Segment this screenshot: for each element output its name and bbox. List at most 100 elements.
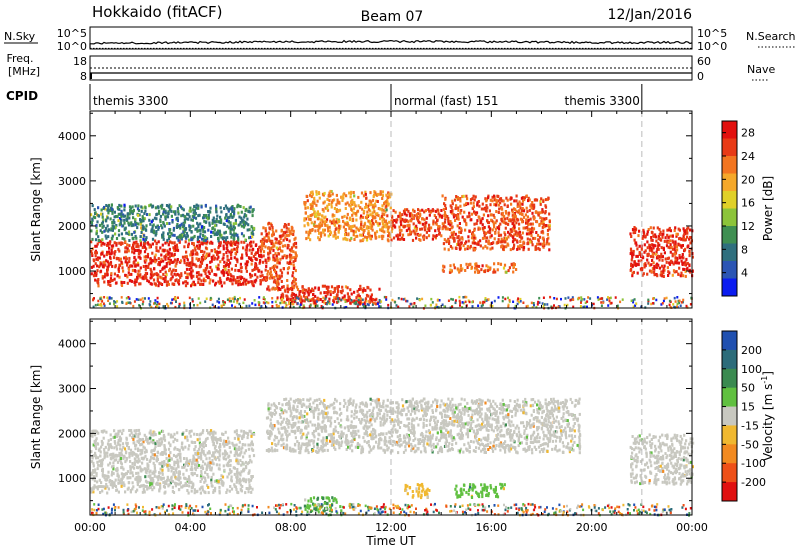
power-cell (519, 240, 522, 243)
power-cell (485, 239, 488, 243)
power-cell (139, 266, 142, 270)
velocity-cell (131, 453, 134, 457)
power-cell (467, 235, 470, 239)
power-cell (542, 223, 545, 227)
power-cell (630, 299, 633, 302)
power-cell (227, 209, 230, 213)
power-cell (380, 234, 383, 238)
power-cell (584, 301, 587, 304)
power-cell (277, 241, 280, 245)
power-cell (497, 296, 500, 299)
power-cell (281, 255, 284, 259)
power-cell (519, 300, 522, 303)
power-cell (225, 213, 228, 216)
power-cell (671, 261, 674, 265)
velocity-cell (218, 491, 221, 495)
power-cell (443, 247, 446, 251)
power-cell (158, 263, 161, 267)
power-cell (90, 213, 93, 217)
power-cell (318, 212, 321, 216)
power-cell (381, 197, 384, 200)
power-cell (95, 273, 98, 277)
power-cell (108, 296, 111, 299)
power-cell (144, 260, 147, 264)
velocity-cell (247, 447, 250, 451)
power-cell (409, 302, 412, 306)
power-cell (101, 238, 104, 242)
power-cell (211, 303, 214, 307)
power-cell (503, 231, 506, 235)
power-cell (431, 209, 434, 213)
power-cell (340, 298, 343, 302)
power-cell (489, 227, 492, 231)
power-cell (123, 203, 126, 207)
power-cell (473, 229, 476, 232)
power-cell (665, 244, 669, 248)
power-cell (162, 237, 165, 241)
power-cell (229, 261, 232, 265)
power-cell (489, 235, 492, 239)
power-cell (651, 249, 654, 253)
power-cell (515, 230, 518, 234)
velocity-cell (106, 451, 109, 455)
power-cell (487, 298, 490, 301)
velocity-cell (176, 454, 179, 458)
velocity-cell (163, 485, 166, 489)
power-cell (518, 212, 522, 216)
power-cell (128, 301, 131, 304)
velocity-cell (104, 451, 108, 455)
power-cell (510, 262, 513, 266)
velocity-cell (239, 483, 242, 487)
power-cell (234, 251, 237, 255)
velocity-cell (227, 464, 230, 468)
power-cell (459, 267, 462, 271)
power-cell (379, 228, 382, 232)
power-cell (494, 227, 497, 231)
power-cell (548, 224, 551, 228)
power-cell (136, 276, 139, 280)
power-cell (374, 215, 377, 219)
power-cell (365, 205, 369, 209)
power-cell (327, 234, 330, 238)
power-cell (127, 296, 130, 299)
power-cell (336, 285, 339, 289)
power-cell (543, 303, 546, 306)
power-cell (126, 263, 129, 267)
power-cell (421, 208, 424, 212)
power-cell (522, 248, 525, 252)
power-cell (225, 246, 228, 250)
velocity-cell (135, 471, 138, 475)
power-cell (291, 281, 294, 285)
power-cell (338, 224, 341, 228)
velocity-cell (150, 440, 153, 444)
power-cell (674, 226, 677, 230)
power-cell (261, 240, 264, 244)
power-cell (280, 249, 283, 253)
power-cell (141, 226, 144, 230)
power-cell (287, 227, 290, 231)
power-cell (301, 288, 304, 292)
power-cell (362, 215, 365, 219)
power-cell (636, 271, 639, 275)
power-cell (287, 244, 290, 248)
power-cell (653, 273, 656, 277)
power-cell (152, 223, 155, 227)
power-cell (265, 306, 268, 309)
power-cell (276, 296, 279, 299)
power-cell (528, 222, 531, 226)
power-cell (407, 220, 410, 224)
power-cell (580, 301, 582, 304)
power-cell (282, 233, 285, 237)
power-cell (141, 302, 144, 306)
power-cell (123, 256, 126, 260)
power-cell (532, 217, 535, 221)
power-cell (363, 228, 366, 232)
power-cell (449, 235, 452, 239)
power-cell (292, 267, 295, 270)
velocity-cell (172, 467, 175, 471)
power-cell (228, 241, 231, 245)
power-cell (276, 285, 279, 289)
power-cell (385, 224, 388, 228)
power-cell (564, 297, 567, 300)
